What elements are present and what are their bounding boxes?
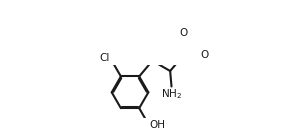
Text: O: O <box>201 50 209 60</box>
Text: NH$_2$: NH$_2$ <box>161 87 182 101</box>
Text: OH: OH <box>149 120 165 130</box>
Text: O: O <box>179 28 187 38</box>
Text: Cl: Cl <box>99 53 110 63</box>
